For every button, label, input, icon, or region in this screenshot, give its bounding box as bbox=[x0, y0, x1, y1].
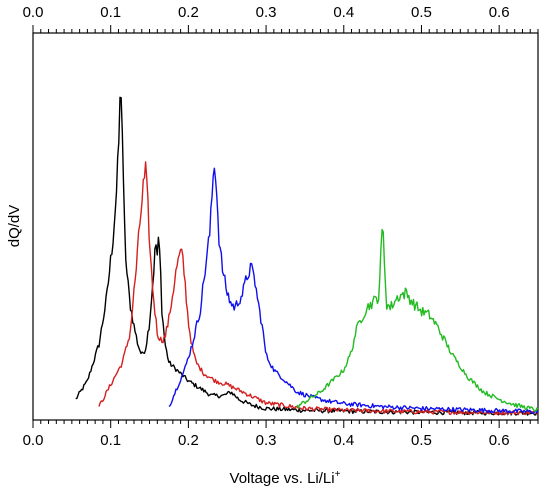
bottom-tick-label: 0.1 bbox=[100, 432, 121, 449]
top-tick-label: 0.0 bbox=[23, 4, 44, 21]
top-tick-label: 0.3 bbox=[256, 4, 277, 21]
axis-ticks bbox=[32, 25, 539, 428]
bottom-axis-tick-labels: 0.0 0.1 0.2 0.3 0.4 0.5 0.6 bbox=[23, 432, 510, 449]
top-tick-label: 0.4 bbox=[333, 4, 354, 21]
top-axis-tick-labels: 0.0 0.1 0.2 0.3 0.4 0.5 0.6 bbox=[23, 4, 510, 21]
bottom-tick-label: 0.5 bbox=[411, 432, 432, 449]
y-axis-label: dQ/dV bbox=[6, 205, 23, 248]
bottom-tick-label: 0.3 bbox=[256, 432, 277, 449]
x-axis-label-superscript: + bbox=[335, 469, 341, 480]
plot-frame bbox=[32, 32, 539, 421]
series-line bbox=[168, 167, 539, 415]
top-tick-label: 0.6 bbox=[489, 4, 510, 21]
series-line bbox=[296, 228, 539, 412]
top-tick-label: 0.2 bbox=[178, 4, 199, 21]
x-axis-label: Voltage vs. Li/Li+ bbox=[230, 469, 341, 487]
series-layer bbox=[75, 96, 539, 416]
bottom-tick-label: 0.2 bbox=[178, 432, 199, 449]
bottom-tick-label: 0.6 bbox=[489, 432, 510, 449]
top-tick-label: 0.5 bbox=[411, 4, 432, 21]
bottom-tick-label: 0.0 bbox=[23, 432, 44, 449]
series-line bbox=[75, 96, 539, 416]
top-tick-label: 0.1 bbox=[100, 4, 121, 21]
bottom-tick-label: 0.4 bbox=[333, 432, 354, 449]
series-line bbox=[98, 161, 539, 416]
x-axis-label-text: Voltage vs. Li/Li bbox=[230, 470, 335, 487]
